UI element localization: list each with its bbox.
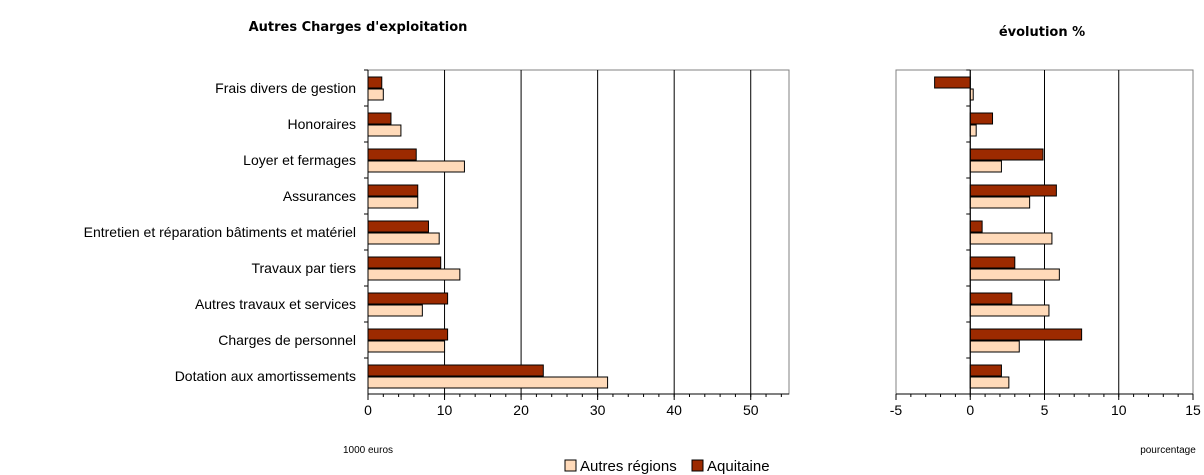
- right-x-tick-label: 10: [1111, 402, 1127, 418]
- left-bar-aquitaine-frais-divers-de-gestion: [367, 76, 383, 89]
- left-bar-autres-regions-charges-de-personnel: [367, 340, 446, 353]
- left-x-tick-label: 20: [513, 402, 529, 418]
- category-label-travaux-par-tiers: Travaux par tiers: [251, 260, 356, 276]
- category-label-assurances: Assurances: [283, 188, 356, 204]
- legend: Autres régions Aquitaine: [564, 458, 770, 475]
- category-label-honoraires: Honoraires: [288, 116, 356, 132]
- right-bar-aquitaine-dotation-aux-amortissements: [969, 364, 1002, 377]
- left-x-tick-label: 50: [743, 402, 759, 418]
- right-bar-chart: -5 0 5 10 15: [890, 69, 1201, 418]
- left-bar-autres-regions-dotation-aux-amortissements: [367, 376, 609, 389]
- right-bar-aquitaine-travaux-par-tiers: [969, 256, 1016, 269]
- right-bar-autres-regions-honoraires: [969, 124, 977, 137]
- legend-swatch-aquitaine: [691, 459, 704, 472]
- category-label-frais-divers-de-gestion: Frais divers de gestion: [215, 80, 356, 96]
- right-bar-aquitaine-charges-de-personnel: [969, 328, 1083, 341]
- left-bar-aquitaine-loyer-et-fermages: [367, 148, 417, 161]
- category-label-loyer-et-fermages: Loyer et fermages: [243, 152, 356, 168]
- left-bar-aquitaine-assurances: [367, 184, 419, 197]
- right-bar-aquitaine-assurances: [969, 184, 1057, 197]
- left-x-tick-label: 0: [364, 402, 372, 418]
- left-bar-autres-regions-honoraires: [367, 124, 402, 137]
- left-x-tick-label: 30: [590, 402, 606, 418]
- legend-label-autres-regions: Autres régions: [580, 458, 677, 475]
- right-bar-aquitaine-frais-divers-de-gestion: [934, 76, 971, 89]
- left-x-tick-label: 10: [437, 402, 453, 418]
- right-bar-aquitaine-entretien-et-reparation-batiments-et-materiel: [969, 220, 983, 233]
- left-bar-chart: 0 10 20 30 40 50 Frais divers de gestion Honora…: [84, 69, 790, 418]
- left-chart-title: Autres Charges d'exploitation: [249, 20, 468, 35]
- category-label-entretien-et-reparation-batiments-et-materiel: Entretien et réparation bâtiments et mat…: [84, 224, 356, 240]
- left-bar-aquitaine-autres-travaux-et-services: [367, 292, 449, 305]
- left-bar-autres-regions-frais-divers-de-gestion: [367, 88, 384, 101]
- right-x-axis-label: pourcentage: [1140, 445, 1196, 456]
- right-bar-autres-regions-assurances: [969, 196, 1031, 209]
- legend-swatch-autres-regions: [564, 459, 577, 472]
- right-bar-autres-regions-dotation-aux-amortissements: [969, 376, 1010, 389]
- left-x-axis-label: 1000 euros: [343, 445, 393, 456]
- right-bar-aquitaine-autres-travaux-et-services: [969, 292, 1013, 305]
- left-bar-aquitaine-travaux-par-tiers: [367, 256, 442, 269]
- left-bar-aquitaine-dotation-aux-amortissements: [367, 364, 544, 377]
- left-bar-autres-regions-entretien-et-reparation-batiments-et-materiel: [367, 232, 440, 245]
- left-x-tick-label: 40: [666, 402, 682, 418]
- right-bar-aquitaine-loyer-et-fermages: [969, 148, 1044, 161]
- right-bar-autres-regions-charges-de-personnel: [969, 340, 1020, 353]
- left-bar-aquitaine-honoraires: [367, 112, 392, 125]
- right-bar-aquitaine-honoraires: [969, 112, 994, 125]
- legend-label-aquitaine: Aquitaine: [707, 458, 770, 475]
- category-label-charges-de-personnel: Charges de personnel: [218, 332, 356, 348]
- left-bar-autres-regions-travaux-par-tiers: [367, 268, 461, 281]
- left-bar-autres-regions-assurances: [367, 196, 419, 209]
- category-label-dotation-aux-amortissements: Dotation aux amortissements: [175, 368, 356, 384]
- left-bar-aquitaine-charges-de-personnel: [367, 328, 449, 341]
- right-bar-autres-regions-travaux-par-tiers: [969, 268, 1060, 281]
- right-x-tick-label: 0: [966, 402, 974, 418]
- left-bar-autres-regions-loyer-et-fermages: [367, 160, 465, 173]
- right-bar-autres-regions-entretien-et-reparation-batiments-et-materiel: [969, 232, 1053, 245]
- right-x-tick-label: -5: [890, 402, 903, 418]
- right-x-tick-label: 5: [1041, 402, 1049, 418]
- right-bar-autres-regions-loyer-et-fermages: [969, 160, 1002, 173]
- category-label-autres-travaux-et-services: Autres travaux et services: [195, 296, 356, 312]
- left-bar-autres-regions-autres-travaux-et-services: [367, 304, 423, 317]
- left-bar-aquitaine-entretien-et-reparation-batiments-et-materiel: [367, 220, 429, 233]
- right-chart-title: évolution %: [999, 25, 1085, 40]
- right-x-tick-label: 15: [1185, 402, 1201, 418]
- right-bar-autres-regions-autres-travaux-et-services: [969, 304, 1050, 317]
